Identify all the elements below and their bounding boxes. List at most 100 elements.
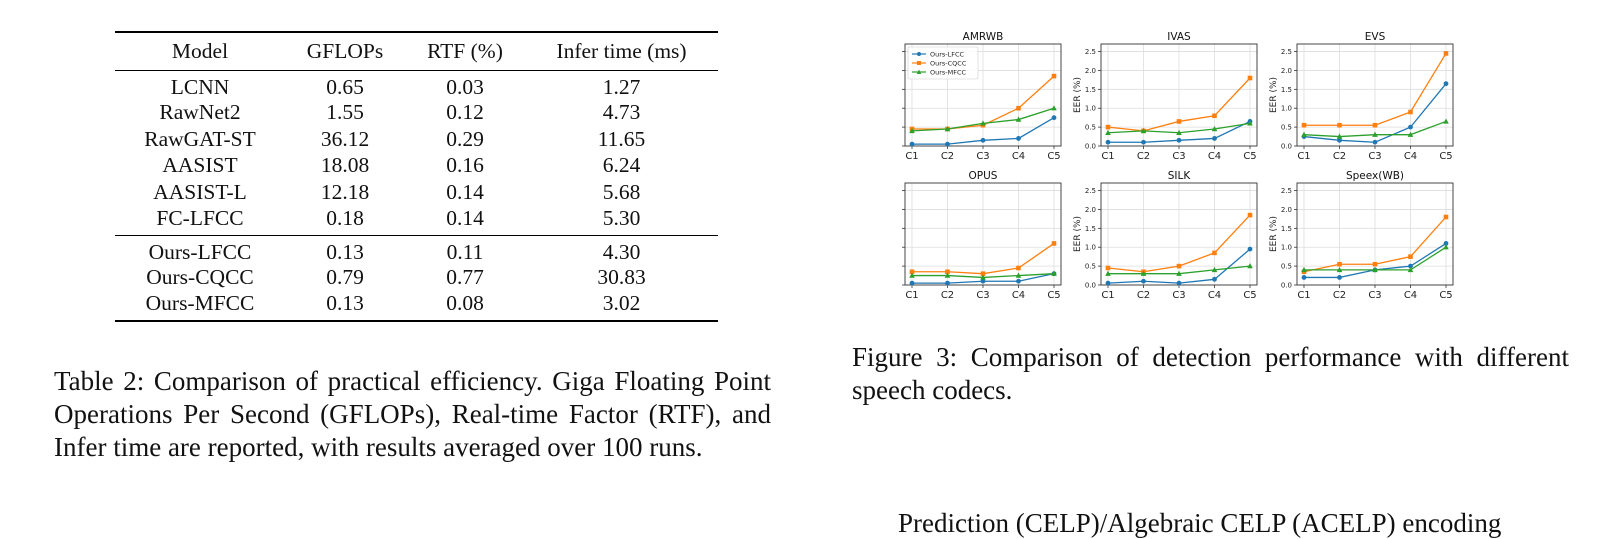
y-tick-label: 1.0 (1281, 244, 1292, 252)
data-point (1301, 275, 1307, 280)
x-tick-label: C5 (1243, 290, 1256, 301)
data-point (944, 272, 951, 278)
data-point (945, 141, 950, 147)
data-point (1212, 276, 1217, 282)
data-point (1408, 254, 1413, 259)
data-point (1443, 244, 1449, 250)
header-model: Model (115, 31, 285, 71)
data-point (1337, 137, 1342, 143)
data-point (909, 141, 915, 147)
data-point (1051, 115, 1057, 121)
x-tick-label: C4 (1404, 151, 1417, 162)
data-point (909, 280, 915, 286)
rtf-cell: 0.03 (446, 74, 484, 99)
infer-time-cell: 4.73 (602, 100, 641, 125)
data-point (1140, 270, 1147, 276)
rtf-cell: 0.14 (446, 179, 484, 204)
infer-time-cell: 1.27 (602, 74, 641, 99)
infer-time-cell: 30.83 (597, 265, 646, 290)
y-tick-label: 2.0 (1085, 67, 1096, 75)
y-tick-label: 1.0 (1281, 105, 1292, 113)
x-tick-label: C3 (976, 290, 989, 301)
x-tick-label: C4 (1012, 151, 1025, 162)
y-tick-label: 1.0 (1085, 105, 1096, 113)
gflops-cell: 36.12 (320, 126, 370, 151)
y-tick-label: 0.5 (1085, 124, 1096, 132)
table-row: Ours-CQCC 0.79 0.77 30.83 (115, 265, 718, 292)
data-point (1016, 278, 1021, 284)
data-point (1407, 266, 1414, 273)
y-tick-label: 0.0 (1281, 143, 1292, 151)
model-cell: Ours-CQCC (146, 265, 254, 290)
x-tick-label: C4 (1208, 290, 1221, 301)
x-tick-label: C1 (1101, 290, 1114, 301)
codec-eer-figure: AMRWB 0.0 0.5 1.0 1.5 2.0 2.5 C1 C2 C3 C4 C5 EER (%)… (900, 28, 1520, 324)
figure-caption: Figure 3: Comparison of detection perfor… (852, 342, 1569, 405)
model-cell: AASIST-L (153, 179, 247, 204)
x-tick-label: C5 (1243, 151, 1256, 162)
data-point (1016, 105, 1021, 111)
data-point (1336, 266, 1343, 273)
x-tick-label: C1 (905, 290, 918, 301)
data-point (1247, 120, 1253, 126)
table-header-row: Model GFLOPs RTF (%) Infer time (ms) (115, 31, 718, 71)
data-point (980, 271, 986, 276)
data-point (1141, 139, 1146, 145)
gflops-cell: 0.13 (285, 291, 405, 322)
panel-title: Speex(WB) (1346, 170, 1404, 182)
y-tick-label: 0.0 (1085, 143, 1096, 151)
x-tick-label: C1 (1297, 151, 1310, 162)
data-point (1337, 275, 1342, 280)
data-point (1443, 51, 1449, 56)
data-point (1140, 127, 1147, 134)
y-axis-label: EER (%) (1073, 77, 1083, 113)
data-point (1212, 250, 1217, 256)
data-point (1372, 131, 1378, 137)
panel-title: AMRWB (963, 31, 1004, 43)
data-point (1443, 118, 1449, 124)
gflops-cell: 0.65 (326, 74, 364, 99)
y-tick-label: 1.0 (1085, 244, 1096, 252)
data-point (1337, 261, 1342, 267)
y-axis-label: EER (%) (1269, 216, 1279, 252)
data-point (1105, 270, 1111, 276)
data-point (1105, 124, 1111, 130)
data-point (1051, 73, 1057, 79)
data-point (1408, 109, 1413, 115)
table-caption: Table 2: Comparison of practical efficie… (54, 366, 771, 462)
y-axis-label: EER (%) (1269, 77, 1279, 113)
data-point (1247, 212, 1253, 218)
chart-panel-speex-wb-: Speex(WB) 0.0 0.5 1.0 1.5 2.0 2.5 C1 C2 C3 C4 C5 EER… (1269, 170, 1454, 301)
model-cell: RawGAT-ST (144, 126, 256, 151)
x-tick-label: C2 (941, 290, 954, 301)
y-tick-label: 2.0 (1085, 206, 1096, 214)
y-tick-label: 2.5 (1281, 187, 1292, 195)
infer-time-cell: 4.30 (602, 239, 641, 264)
gflops-cell: 18.08 (320, 153, 370, 178)
data-point (1211, 126, 1218, 132)
data-point (1443, 81, 1449, 87)
table-row: AASIST 18.08 0.16 6.24 (115, 153, 718, 180)
legend-marker (916, 69, 922, 74)
x-tick-label: C5 (1047, 151, 1060, 162)
data-point (945, 280, 950, 286)
y-tick-label: 2.0 (1281, 206, 1292, 214)
chart-panel-evs: EVS 0.0 0.5 1.0 1.5 2.0 2.5 C1 C2 C3 C4 C5 EER (%) (1269, 31, 1454, 162)
data-point (1105, 265, 1111, 271)
x-tick-label: C4 (1012, 290, 1025, 301)
efficiency-table: Model GFLOPs RTF (%) Infer time (ms) LCN… (115, 31, 718, 322)
y-tick-label: 2.5 (1281, 48, 1292, 56)
model-cell: LCNN (170, 74, 230, 99)
infer-time-cell: 5.30 (525, 205, 718, 236)
header-infer-time: Infer time (ms) (525, 31, 718, 71)
data-point (1211, 266, 1218, 273)
panel-title: IVAS (1167, 31, 1191, 43)
x-tick-label: C2 (941, 151, 954, 162)
x-tick-label: C3 (1368, 151, 1381, 162)
gflops-cell: 1.55 (326, 100, 364, 125)
data-point (1301, 266, 1307, 273)
panel-title: SILK (1168, 170, 1192, 182)
data-point (1336, 133, 1343, 139)
infer-time-cell: 6.24 (602, 153, 641, 178)
